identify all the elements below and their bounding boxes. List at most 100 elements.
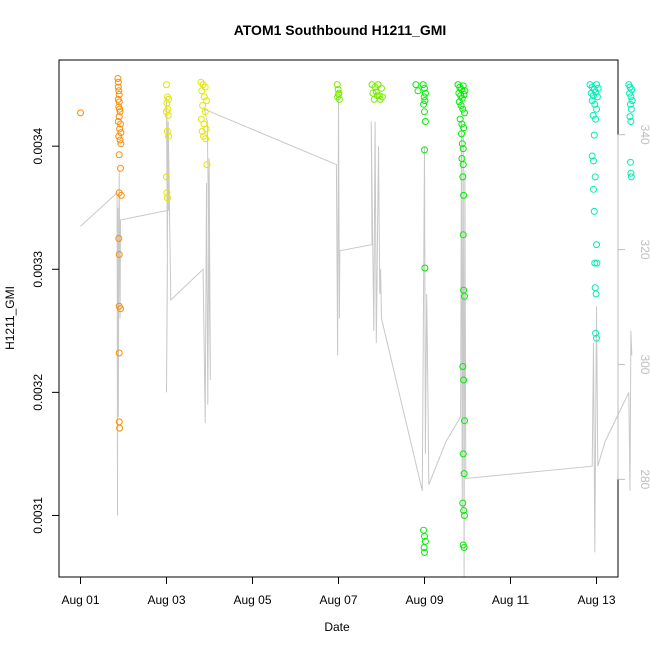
data-point — [117, 191, 125, 199]
data-point — [201, 108, 209, 116]
data-point — [200, 93, 208, 101]
data-point — [626, 89, 634, 97]
y-tick-label: 0.0031 — [31, 497, 45, 534]
data-point — [460, 470, 468, 478]
data-point — [459, 145, 467, 153]
data-point — [593, 93, 601, 101]
data-point — [420, 526, 428, 534]
data-point — [627, 118, 635, 125]
data-point — [459, 450, 467, 458]
data-point — [115, 91, 123, 98]
data-point — [593, 105, 600, 113]
data-point — [378, 84, 385, 92]
data-point — [164, 111, 172, 119]
data-point — [117, 140, 125, 148]
data-point — [421, 532, 428, 540]
data-point — [335, 91, 342, 98]
x-tick-label: Aug 01 — [61, 593, 99, 607]
data-point — [461, 109, 468, 117]
overlay-trace-line — [80, 96, 633, 578]
data-point — [591, 259, 599, 267]
data-point — [163, 194, 171, 202]
data-point — [590, 92, 597, 100]
data-point — [461, 512, 468, 519]
points-layer — [77, 75, 636, 556]
data-point — [592, 329, 600, 337]
data-point — [459, 499, 467, 507]
data-point — [591, 173, 599, 181]
data-point — [590, 157, 597, 165]
data-point — [461, 87, 469, 95]
data-point — [115, 87, 123, 95]
series-1 — [163, 78, 211, 202]
data-point — [114, 78, 122, 86]
series-2 — [333, 81, 386, 103]
data-point — [376, 95, 384, 103]
data-point — [457, 102, 465, 109]
data-point — [114, 75, 122, 82]
data-point — [627, 93, 635, 101]
data-point — [460, 191, 468, 199]
data-point — [165, 132, 173, 140]
data-point — [115, 235, 123, 242]
data-point — [591, 284, 599, 292]
data-point — [421, 118, 429, 125]
overlay-line-layer — [80, 96, 633, 578]
data-point — [163, 189, 171, 197]
x-axis-label: Date — [324, 620, 350, 634]
data-point — [117, 129, 125, 137]
data-point — [459, 173, 467, 181]
data-point — [198, 87, 206, 95]
data-point — [115, 151, 123, 159]
data-point — [335, 95, 343, 103]
data-point — [117, 305, 124, 313]
data-point — [459, 105, 467, 113]
data-point — [117, 120, 124, 128]
data-point — [460, 124, 468, 132]
x-tick-label: Aug 07 — [319, 593, 357, 607]
data-point — [115, 251, 123, 258]
data-point — [116, 105, 124, 113]
right-tick-label: 280 — [638, 469, 650, 489]
data-point — [460, 507, 468, 514]
data-point — [333, 81, 341, 89]
series-0 — [77, 75, 125, 432]
data-point — [458, 140, 466, 148]
data-point — [593, 81, 600, 89]
data-point — [163, 173, 170, 181]
x-tick-label: Aug 03 — [147, 593, 185, 607]
x-tick-label: Aug 09 — [405, 593, 443, 607]
data-point — [114, 83, 122, 91]
data-point — [334, 86, 342, 93]
data-point — [117, 164, 124, 172]
data-point — [203, 161, 211, 169]
data-point — [590, 207, 598, 215]
data-point — [593, 241, 600, 249]
data-point — [421, 89, 429, 97]
data-point — [199, 102, 207, 109]
data-point — [202, 135, 210, 143]
data-point — [456, 115, 464, 123]
data-point — [626, 113, 634, 121]
data-point — [115, 98, 123, 106]
data-point — [458, 120, 466, 128]
data-point — [421, 548, 428, 556]
data-point — [628, 86, 636, 93]
data-point — [77, 109, 84, 117]
data-point — [628, 97, 636, 105]
data-point — [627, 105, 635, 113]
data-point — [116, 108, 124, 116]
data-point — [588, 152, 596, 160]
data-point — [460, 376, 468, 384]
data-point — [116, 136, 124, 144]
data-point — [460, 544, 468, 551]
data-point — [591, 100, 599, 108]
data-point — [163, 108, 170, 116]
data-point — [198, 127, 206, 135]
data-point — [459, 363, 467, 370]
y-axis-label: H1211_GMI — [3, 286, 17, 350]
right-tick-label: 300 — [638, 354, 650, 374]
x-tick-label: Aug 13 — [577, 593, 615, 607]
data-point — [627, 158, 634, 166]
data-point — [419, 81, 427, 89]
